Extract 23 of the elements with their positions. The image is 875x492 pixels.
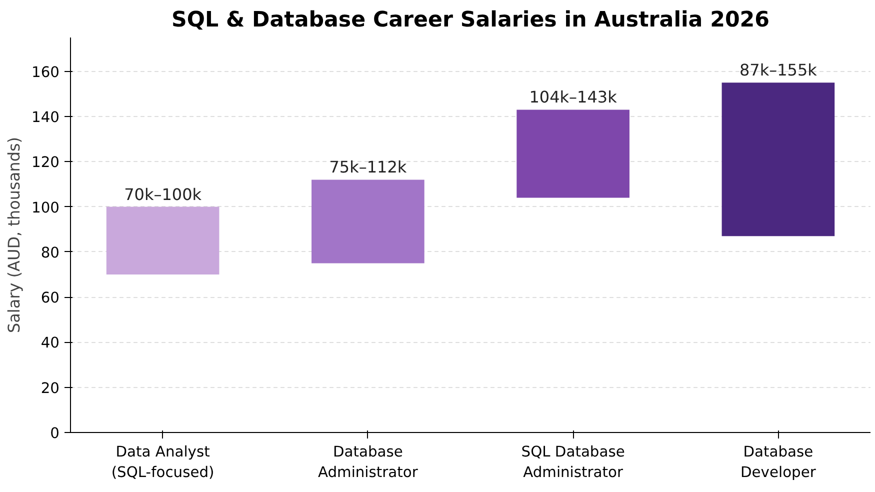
x-tick-label: SQL Database Administrator [521, 444, 625, 481]
bar [106, 206, 220, 274]
y-tick-label: 20 [40, 380, 60, 397]
y-tick-label: 120 [32, 154, 60, 172]
annotation: 87k–155k [739, 60, 818, 80]
y-axis-title: Salary (AUD, thousands) [4, 136, 24, 334]
x-tick-label: Database Administrator [318, 444, 419, 481]
y-tick-label: 100 [32, 199, 60, 216]
annotation: 75k–112k [329, 158, 408, 177]
annotation: 104k–143k [529, 88, 618, 107]
bar [722, 82, 835, 236]
x-tick-label: Data Analyst (SQL-focused) [111, 444, 214, 481]
chart-title: SQL & Database Career Salaries in Australia 2026 [172, 8, 770, 32]
y-tick-label: 0 [50, 425, 60, 442]
bar [516, 110, 630, 198]
bar [312, 180, 424, 264]
y-tick-label: 60 [40, 290, 60, 307]
y-tick-label: 40 [40, 334, 60, 352]
annotation: 70k–100k [124, 184, 202, 204]
y-tick-label: 160 [32, 64, 60, 81]
y-tick-label: 140 [32, 109, 60, 126]
x-tick-label: Database Developer [740, 444, 817, 481]
y-tick-label: 80 [40, 244, 60, 262]
